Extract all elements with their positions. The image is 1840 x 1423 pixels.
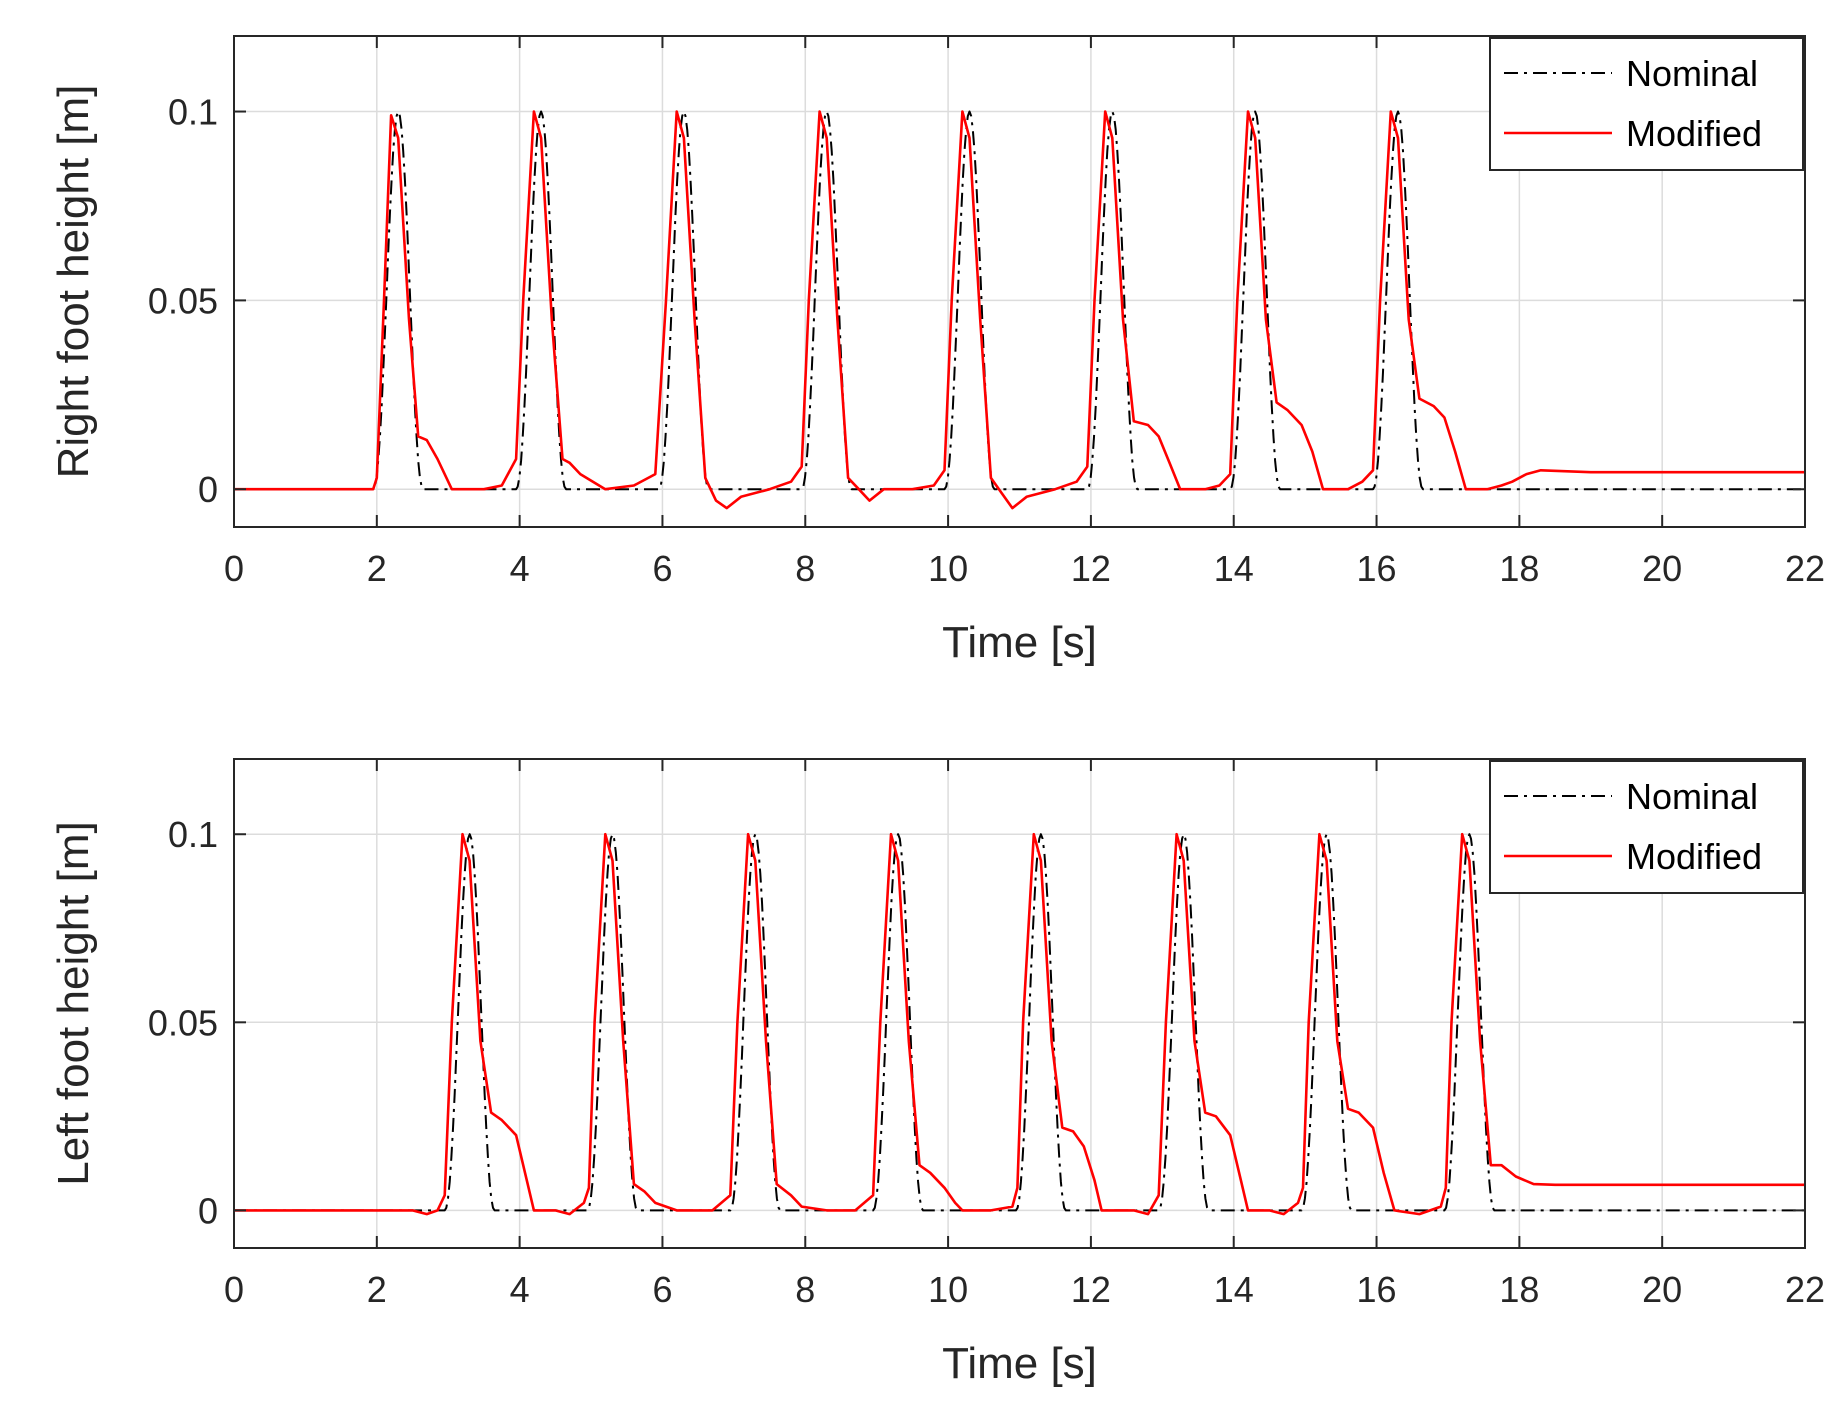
- left-foot-panel: 0 2 4 6 8 10 12 14 16 18 20 22 0 0.05 0.1 Time [s] Left …: [49, 758, 1825, 1388]
- legend: Nominal Modified: [1489, 760, 1804, 894]
- x-tick-label: 12: [1071, 548, 1111, 589]
- y-tick-label: 0.05: [148, 1002, 218, 1043]
- axes-box: [233, 35, 1806, 528]
- x-tick-label: 0: [224, 548, 244, 589]
- legend: Nominal Modified: [1489, 37, 1804, 171]
- x-tick-label: 16: [1357, 548, 1397, 589]
- x-tick-label: 16: [1357, 1269, 1397, 1310]
- series-line-modified: [234, 832, 1805, 1216]
- legend-box: [1489, 760, 1804, 894]
- y-tick-label: 0: [198, 469, 218, 510]
- legend-box: [1489, 37, 1804, 171]
- series-line-modified: [234, 110, 1805, 510]
- x-tick-label: 18: [1499, 1269, 1539, 1310]
- x-tick-label: 14: [1214, 548, 1254, 589]
- x-tick-label: 4: [510, 1269, 530, 1310]
- series-line-nominal: [234, 833, 1805, 1212]
- y-tick-label: 0.05: [148, 280, 218, 321]
- x-axis-label: Time [s]: [942, 618, 1097, 667]
- x-axis-label: Time [s]: [942, 1339, 1097, 1388]
- y-tick-label: 0: [198, 1190, 218, 1231]
- y-axis-label: Left foot height [m]: [49, 821, 98, 1185]
- x-tick-label: 12: [1071, 1269, 1111, 1310]
- x-tick-label: 0: [224, 1269, 244, 1310]
- legend-label-nominal: Nominal: [1626, 776, 1758, 817]
- x-tick-label: 20: [1642, 1269, 1682, 1310]
- x-tick-label: 6: [652, 548, 672, 589]
- x-tick-label: 6: [652, 1269, 672, 1310]
- y-tick-label: 0.1: [168, 92, 218, 133]
- y-axis-label: Right foot height [m]: [49, 85, 98, 479]
- x-tick-label: 4: [510, 548, 530, 589]
- x-tick-label: 10: [928, 1269, 968, 1310]
- x-tick-label: 20: [1642, 548, 1682, 589]
- x-tick-label: 2: [367, 1269, 387, 1310]
- x-tick-label: 22: [1785, 548, 1825, 589]
- legend-label-nominal: Nominal: [1626, 53, 1758, 94]
- y-tick-label: 0.1: [168, 814, 218, 855]
- legend-label-modified: Modified: [1626, 836, 1762, 877]
- x-tick-label: 22: [1785, 1269, 1825, 1310]
- x-tick-label: 14: [1214, 1269, 1254, 1310]
- x-tick-label: 2: [367, 548, 387, 589]
- right-foot-panel: 0 2 4 6 8 10 12 14 16 18 20 22 0 0.05 0.1 Time [s] Right…: [49, 35, 1825, 667]
- x-tick-label: 8: [795, 548, 815, 589]
- x-tick-label: 8: [795, 1269, 815, 1310]
- x-tick-label: 18: [1499, 548, 1539, 589]
- x-tick-label: 10: [928, 548, 968, 589]
- series-line-nominal: [234, 110, 1805, 491]
- axes-box: [233, 758, 1806, 1249]
- legend-label-modified: Modified: [1626, 113, 1762, 154]
